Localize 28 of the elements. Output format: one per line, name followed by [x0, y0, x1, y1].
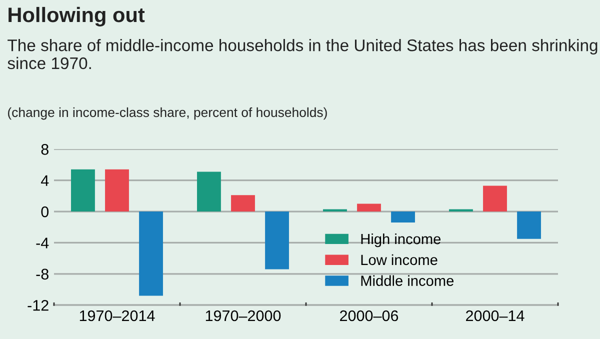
chart-subtitle: The share of middle-income households in the United States has been shrinking since 1970. — [8, 38, 598, 70]
bar — [197, 172, 221, 212]
bar — [105, 169, 129, 212]
bar — [231, 195, 255, 212]
bar — [391, 212, 415, 222]
bar — [139, 212, 163, 296]
y-tick-label: -4 — [36, 238, 49, 248]
y-tick-label: 4 — [40, 175, 49, 186]
chart-title: Hollowing out — [8, 6, 145, 26]
x-tick-label: 2000–06 — [340, 310, 398, 322]
x-tick-label: 1970–2014 — [80, 310, 155, 322]
bar — [449, 209, 473, 212]
bar — [483, 186, 507, 212]
y-tick-label: -12 — [28, 300, 48, 311]
x-tick-label: 1970–2000 — [206, 310, 281, 322]
bar — [517, 212, 541, 239]
y-tick-label: -8 — [36, 268, 48, 280]
legend-label: High income — [361, 233, 441, 248]
x-tick-label: 2000–14 — [466, 310, 524, 322]
legend-label: Middle income — [361, 275, 454, 286]
legend-label: Low income — [361, 254, 438, 266]
y-axis-title: (change in income-class share, percent of households) — [8, 107, 327, 120]
y-tick-label: 0 — [41, 206, 49, 218]
bar — [323, 209, 347, 212]
bar — [265, 212, 289, 270]
bar — [357, 204, 381, 212]
y-tick-label: 8 — [41, 144, 48, 155]
bar — [71, 169, 95, 212]
